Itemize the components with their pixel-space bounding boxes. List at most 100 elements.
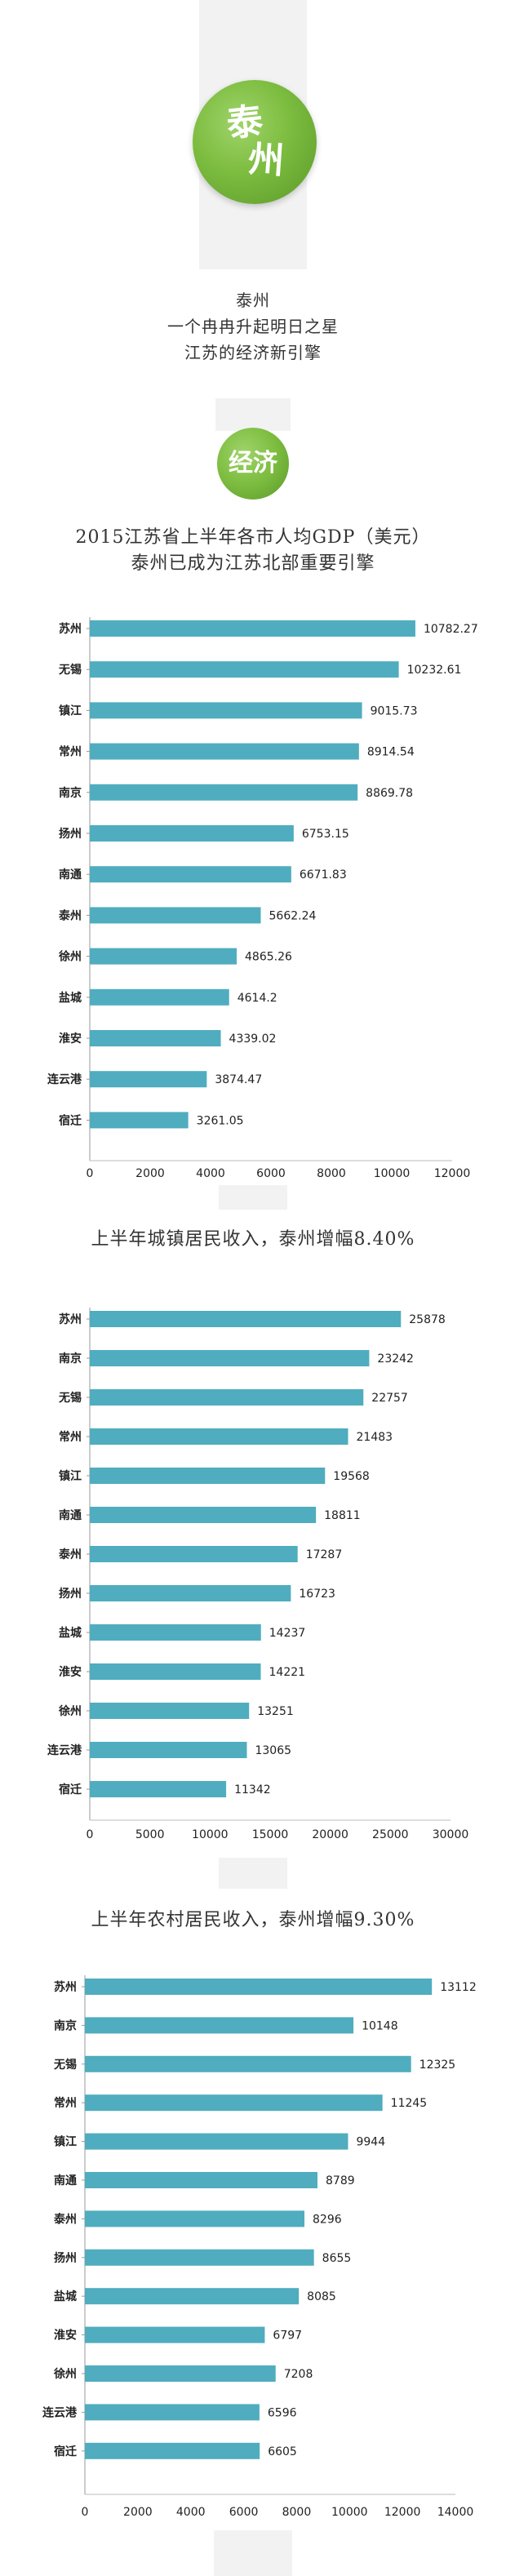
bar-12	[90, 1742, 247, 1758]
chart3-title: 上半年农村居民收入，泰州增幅9.30%	[91, 1910, 415, 1930]
value-label: 8789	[326, 2174, 355, 2187]
x-tick-label: 25000	[372, 1828, 409, 1841]
x-tick-label: 5000	[135, 1828, 165, 1841]
economy-badge: 经济	[217, 428, 289, 500]
bar-6	[85, 2172, 318, 2188]
x-tick-label: 0	[82, 2506, 89, 2519]
bar-2	[85, 2017, 354, 2034]
x-tick-label: 2000	[123, 2506, 153, 2519]
badge-ribbon	[215, 398, 291, 431]
value-label: 8296	[313, 2213, 342, 2226]
category-label: 苏州	[59, 622, 82, 636]
value-label: 13251	[257, 1705, 294, 1718]
value-label: 8914.54	[367, 746, 415, 759]
bar-13	[90, 1112, 189, 1129]
category-label: 镇江	[54, 2135, 77, 2149]
category-label: 扬州	[59, 1587, 82, 1601]
bar-7	[85, 2210, 305, 2227]
value-label: 22757	[371, 1392, 408, 1405]
x-tick-label: 14000	[437, 2506, 474, 2519]
bar-13	[85, 2442, 260, 2459]
bar-4	[85, 2094, 383, 2112]
value-label: 6753.15	[302, 828, 349, 841]
category-label: 宿迁	[59, 1113, 82, 1127]
headline-line-2: 一个冉冉升起明日之星	[167, 317, 339, 336]
value-label: 18811	[324, 1509, 361, 1522]
logo-text: 泰 州	[193, 80, 317, 204]
bar-11	[90, 1703, 250, 1719]
x-tick-label: 0	[87, 1828, 94, 1841]
x-tick-label: 8000	[282, 2506, 312, 2519]
category-label: 苏州	[54, 1980, 77, 1994]
bar-7	[90, 1546, 298, 1562]
category-label: 南通	[59, 1508, 82, 1522]
category-label: 扬州	[54, 2251, 77, 2265]
bar-11	[85, 2365, 276, 2382]
category-label: 宿迁	[59, 1783, 82, 1797]
bar-4	[90, 743, 359, 760]
category-label: 淮安	[59, 1665, 82, 1679]
value-label: 13112	[440, 1981, 477, 1994]
value-label: 3261.05	[197, 1114, 244, 1127]
value-label: 6797	[273, 2330, 302, 2343]
bar-5	[90, 1468, 326, 1484]
value-label: 16723	[299, 1588, 335, 1601]
urban-income-chart: 苏州 25878 南京 23242 无锡 22757 常州 21483 镇江 19568 南通 188…	[47, 1308, 469, 1841]
bar-9	[90, 1624, 261, 1641]
category-label: 南通	[59, 868, 82, 882]
x-tick-label: 10000	[192, 1828, 229, 1841]
value-label: 6671.83	[300, 868, 347, 882]
bar-1	[90, 1311, 402, 1327]
x-tick-label: 4000	[196, 1167, 225, 1180]
category-label: 连云港	[47, 1073, 82, 1086]
chart2-title: 上半年城镇居民收入，泰州增幅8.40%	[91, 1229, 415, 1250]
chart1-title-line-1: 2015江苏省上半年各市人均GDP（美元）	[75, 527, 431, 548]
value-label: 10782.27	[424, 623, 478, 636]
value-label: 8655	[322, 2252, 352, 2265]
category-label: 宿迁	[54, 2445, 77, 2458]
category-label: 盐城	[59, 991, 82, 1005]
category-label: 徐州	[58, 950, 82, 964]
category-label: 无锡	[58, 663, 82, 677]
category-label: 盐城	[54, 2290, 77, 2303]
city-logo	[193, 80, 317, 204]
value-label: 11245	[391, 2097, 428, 2110]
rural-income-chart: 苏州 13112 南京 10148 无锡 12325 常州 11245 镇江 9944 南通 8789…	[42, 1975, 477, 2519]
category-label: 泰州	[58, 1548, 82, 1561]
value-label: 7208	[284, 2368, 313, 2381]
x-tick-label: 6000	[256, 1167, 286, 1180]
category-label: 徐州	[53, 2367, 77, 2381]
category-label: 镇江	[59, 1469, 82, 1483]
value-label: 19568	[333, 1470, 370, 1483]
bar-9	[90, 948, 237, 965]
bar-2	[90, 1350, 370, 1366]
x-tick-label: 0	[87, 1167, 94, 1180]
category-label: 南通	[54, 2174, 77, 2187]
headline-city: 泰州	[236, 291, 270, 310]
value-label: 14237	[269, 1627, 306, 1640]
category-label: 淮安	[59, 1032, 82, 1046]
bar-3	[90, 1389, 364, 1406]
value-label: 17287	[306, 1548, 343, 1561]
category-label: 南京	[59, 1352, 82, 1366]
value-label: 6596	[268, 2406, 297, 2419]
x-tick-label: 20000	[312, 1828, 348, 1841]
value-label: 10232.61	[407, 664, 462, 677]
chart3-bottom-ribbon	[214, 2530, 292, 2576]
bar-12	[90, 1071, 207, 1088]
bar-11	[90, 1030, 221, 1046]
bar-3	[90, 702, 362, 719]
category-label: 镇江	[59, 704, 82, 717]
headline-line-3: 江苏的经济新引擎	[184, 343, 322, 362]
x-tick-label: 12000	[384, 2506, 421, 2519]
category-label: 盐城	[59, 1626, 82, 1640]
x-tick-label: 30000	[433, 1828, 469, 1841]
logo-char-1: 泰	[224, 100, 265, 145]
chart1-bottom-ribbon	[219, 1185, 287, 1210]
bar-4	[90, 1428, 348, 1445]
bar-1	[85, 1979, 433, 1995]
bar-7	[90, 866, 291, 883]
x-tick-label: 15000	[252, 1828, 289, 1841]
category-label: 无锡	[58, 1391, 82, 1405]
bar-8	[90, 1585, 291, 1601]
